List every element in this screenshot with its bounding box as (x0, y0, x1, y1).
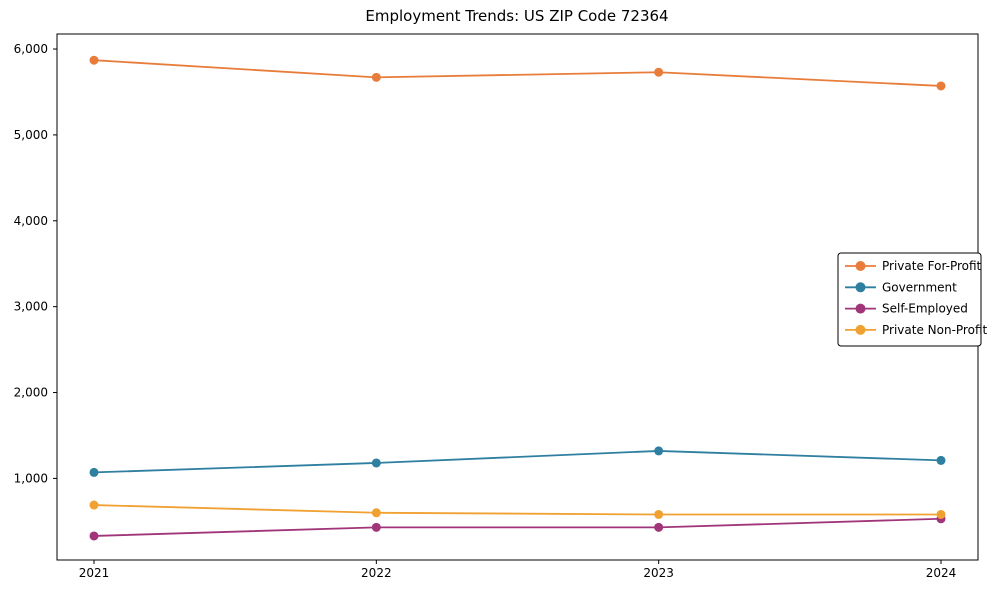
y-tick-label: 6,000 (14, 42, 48, 56)
series-marker-self-employed (654, 522, 664, 532)
x-tick-label: 2021 (79, 566, 110, 580)
legend-entry-private-for-profit: Private For-Profit (845, 259, 982, 273)
legend-label: Self-Employed (882, 302, 968, 316)
legend-label: Private For-Profit (882, 259, 982, 273)
y-tick-label: 5,000 (14, 128, 48, 142)
series-marker-private-non-profit (371, 508, 381, 518)
y-tick-label: 1,000 (14, 471, 48, 485)
legend-entry-private-non-profit: Private Non-Profit (845, 323, 988, 337)
legend-label: Private Non-Profit (882, 323, 988, 337)
y-tick-label: 2,000 (14, 386, 48, 400)
legend-box (837, 252, 982, 347)
series-line-government (93, 450, 942, 474)
legend: Private For-Profit Government Self-Employe… (837, 252, 988, 347)
series-marker-private-for-profit (371, 72, 381, 82)
legend-marker-icon (855, 261, 866, 271)
series-marker-government (936, 455, 946, 465)
series-line-self-employed (93, 517, 942, 537)
series-marker-government (89, 467, 99, 477)
series-marker-government (654, 446, 664, 456)
x-tick-label: 2024 (926, 566, 957, 580)
series-line-private-non-profit (93, 504, 941, 516)
y-tick-label: 4,000 (14, 214, 48, 228)
series-marker-private-non-profit (654, 509, 664, 519)
plot-area: 1,000 2,000 3,000 4,000 5,000 6,000 2021 2022 20… (14, 33, 979, 580)
series-marker-private-for-profit (936, 81, 946, 91)
legend-entry-government: Government (845, 280, 957, 294)
legend-label: Government (882, 280, 957, 294)
x-tick-label: 2023 (643, 566, 674, 580)
series-marker-private-for-profit (654, 67, 664, 77)
series-line-private-for-profit (93, 59, 942, 87)
series-marker-government (371, 458, 381, 468)
x-tick-label: 2022 (361, 566, 392, 580)
series-marker-self-employed (371, 522, 381, 532)
series-marker-self-employed (89, 531, 99, 541)
series-marker-private-for-profit (89, 55, 99, 65)
chart-title: Employment Trends: US ZIP Code 72364 (365, 7, 668, 25)
legend-marker-icon (855, 282, 866, 293)
y-tick-label: 3,000 (14, 300, 48, 314)
series-marker-private-non-profit (89, 500, 99, 510)
legend-entry-self-employed: Self-Employed (845, 302, 968, 316)
legend-marker-icon (855, 303, 866, 314)
legend-marker-icon (855, 324, 866, 335)
series-marker-private-non-profit (936, 509, 946, 519)
